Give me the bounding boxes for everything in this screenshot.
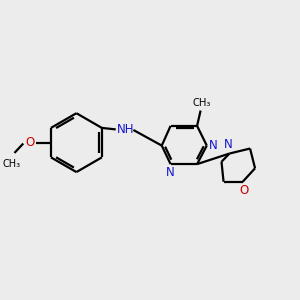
Text: N: N: [209, 139, 218, 152]
Text: N: N: [224, 138, 233, 151]
Text: N: N: [166, 167, 174, 179]
Text: CH₃: CH₃: [192, 98, 211, 108]
Text: O: O: [239, 184, 249, 197]
Text: CH₃: CH₃: [2, 159, 20, 169]
Text: O: O: [25, 136, 34, 149]
Text: NH: NH: [117, 123, 135, 136]
